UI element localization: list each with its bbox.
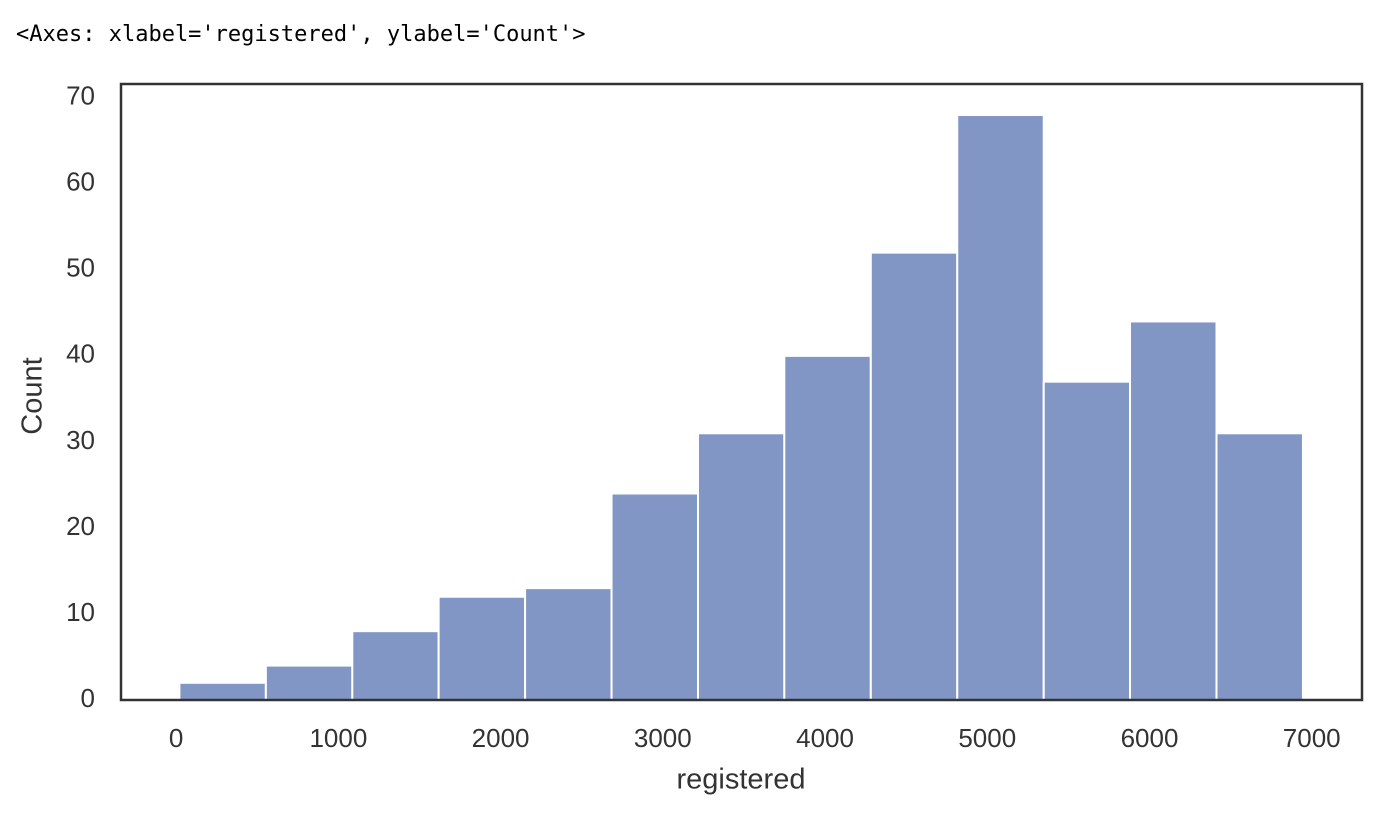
- y-tick-label: 20: [66, 511, 95, 541]
- x-tick-label: 4000: [796, 723, 854, 753]
- bar: [1042, 380, 1132, 701]
- y-tick-label: 40: [66, 339, 95, 369]
- bar: [178, 681, 267, 701]
- x-tick-label: 5000: [958, 723, 1016, 753]
- bar: [1129, 320, 1218, 701]
- bar: [869, 251, 959, 701]
- y-axis-label: Count: [17, 357, 49, 434]
- y-tick-label: 50: [66, 253, 95, 283]
- bar: [437, 595, 527, 701]
- x-tick-label: 3000: [634, 723, 692, 753]
- x-tick-label: 2000: [472, 723, 530, 753]
- bar: [351, 630, 440, 701]
- bar: [783, 354, 872, 701]
- bar: [610, 492, 700, 702]
- x-tick-label: 6000: [1121, 723, 1179, 753]
- y-tick-label: 10: [66, 597, 95, 627]
- x-tick-label: 0: [169, 723, 183, 753]
- bar: [264, 664, 354, 702]
- x-tick-label: 1000: [309, 723, 367, 753]
- output-text: <Axes: xlabel='registered', ylabel='Coun…: [16, 22, 586, 47]
- x-tick-label: 7000: [1283, 723, 1341, 753]
- bar: [524, 587, 613, 702]
- y-tick-label: 0: [81, 683, 95, 713]
- bar: [956, 113, 1045, 702]
- bar: [1215, 432, 1304, 701]
- y-tick-label: 30: [66, 425, 95, 455]
- y-tick-label: 60: [66, 167, 95, 197]
- bar: [697, 432, 786, 701]
- plot-frame: [119, 82, 1364, 702]
- x-axis-label: registered: [677, 764, 806, 796]
- y-tick-label: 70: [66, 81, 95, 111]
